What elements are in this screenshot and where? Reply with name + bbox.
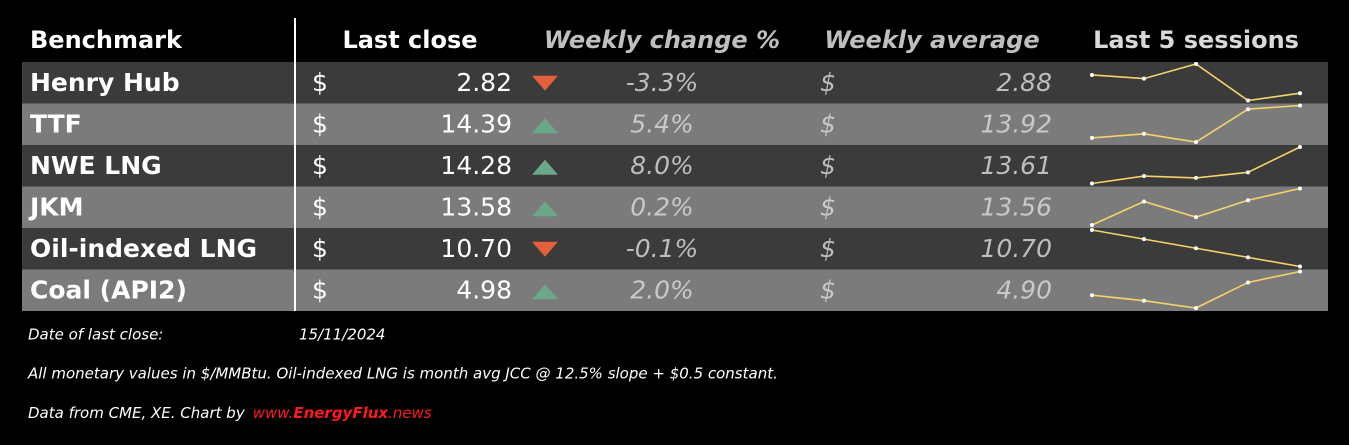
benchmark-name: Coal (API2) bbox=[30, 275, 187, 304]
link-suffix: .news bbox=[388, 404, 432, 422]
header-cell: Weekly change % bbox=[544, 26, 780, 54]
sparkline-point bbox=[1142, 131, 1146, 136]
sparkline-point bbox=[1194, 246, 1198, 251]
weekly-average: 4.90 bbox=[996, 275, 1052, 304]
sparkline-point bbox=[1298, 145, 1302, 149]
source-text: Data from CME, XE. Chart by bbox=[28, 404, 246, 422]
sparkline-point bbox=[1298, 269, 1302, 274]
sparkline-point bbox=[1090, 223, 1094, 227]
footer-date: 15/11/2024 bbox=[299, 326, 385, 344]
arrow-up bbox=[532, 159, 558, 175]
sparkline-point bbox=[1142, 174, 1146, 179]
footer-label: Date of last close: bbox=[28, 326, 163, 344]
benchmark-name: JKM bbox=[28, 192, 84, 221]
footer-source: Data from CME, XE. Chart by www.EnergyFlu… bbox=[28, 404, 432, 422]
weekly-change: 0.2% bbox=[630, 192, 694, 221]
row-background bbox=[22, 269, 1328, 311]
arrow-up bbox=[532, 284, 558, 300]
sparkline-point bbox=[1142, 237, 1146, 242]
sparkline-point bbox=[1090, 293, 1094, 298]
header-cell: Weekly average bbox=[824, 26, 1039, 54]
sparkline-point bbox=[1298, 103, 1302, 108]
table-body: Henry Hub $2.82 -3.3% $2.88 TTF $14.39 5.4% $13… bbox=[22, 62, 1328, 311]
weekly-change: -0.1% bbox=[626, 234, 699, 263]
footer-note: All monetary values in $/MMBtu. Oil-inde… bbox=[27, 365, 778, 383]
link-brand: EnergyFlux bbox=[293, 404, 389, 422]
sparkline-point bbox=[1090, 181, 1094, 186]
currency: $ bbox=[820, 234, 836, 263]
row-background bbox=[22, 186, 1328, 228]
last-close: 10.70 bbox=[440, 234, 512, 263]
arrow-up bbox=[532, 118, 558, 134]
currency: $ bbox=[312, 192, 328, 221]
benchmark-name: Henry Hub bbox=[30, 68, 180, 97]
weekly-average: 13.92 bbox=[980, 109, 1052, 138]
header-cell: Last 5 sessions bbox=[1093, 26, 1299, 54]
sparkline-point bbox=[1090, 72, 1094, 77]
row-background bbox=[22, 62, 1328, 104]
weekly-average: 2.88 bbox=[996, 68, 1052, 97]
currency: $ bbox=[312, 234, 328, 263]
sparkline-point bbox=[1246, 170, 1250, 175]
currency: $ bbox=[820, 68, 836, 97]
row-background bbox=[22, 228, 1328, 270]
header-cell: Last close bbox=[342, 26, 477, 54]
sparkline-point bbox=[1194, 140, 1198, 144]
weekly-average: 13.56 bbox=[980, 192, 1052, 221]
benchmark-name: TTF bbox=[30, 109, 82, 138]
link-prefix: www. bbox=[253, 404, 294, 422]
weekly-change: -3.3% bbox=[626, 68, 699, 97]
currency: $ bbox=[820, 275, 836, 304]
sparkline-point bbox=[1246, 107, 1250, 112]
last-close: 4.98 bbox=[456, 275, 512, 304]
sparkline-point bbox=[1246, 255, 1250, 260]
weekly-average: 10.70 bbox=[980, 234, 1052, 263]
last-close: 14.39 bbox=[440, 109, 512, 138]
last-close: 2.82 bbox=[456, 68, 512, 97]
currency: $ bbox=[312, 68, 328, 97]
last-close: 13.58 bbox=[440, 192, 512, 221]
sparkline-point bbox=[1298, 186, 1302, 191]
weekly-change: 8.0% bbox=[630, 151, 694, 180]
row-background bbox=[22, 145, 1328, 187]
benchmark-name: Oil-indexed LNG bbox=[30, 234, 257, 263]
weekly-change: 2.0% bbox=[630, 275, 694, 304]
sparkline-point bbox=[1194, 306, 1198, 310]
arrow-down bbox=[532, 75, 558, 91]
row-background bbox=[22, 103, 1328, 145]
sparkline-point bbox=[1194, 62, 1198, 66]
sparkline-point bbox=[1194, 215, 1198, 220]
currency: $ bbox=[820, 151, 836, 180]
currency: $ bbox=[312, 151, 328, 180]
arrow-down bbox=[532, 241, 558, 257]
currency: $ bbox=[820, 192, 836, 221]
sparkline-point bbox=[1246, 98, 1250, 103]
sparkline-point bbox=[1246, 280, 1250, 285]
sparkline-point bbox=[1090, 135, 1094, 140]
sparkline-point bbox=[1298, 264, 1302, 269]
currency: $ bbox=[312, 275, 328, 304]
header-cell: Benchmark bbox=[30, 26, 183, 54]
sparkline-point bbox=[1142, 76, 1146, 81]
sparkline-point bbox=[1298, 91, 1302, 96]
weekly-average: 13.61 bbox=[980, 151, 1052, 180]
weekly-change: 5.4% bbox=[630, 109, 694, 138]
last-close: 14.28 bbox=[440, 151, 512, 180]
sparkline-point bbox=[1142, 199, 1146, 204]
currency: $ bbox=[312, 109, 328, 138]
arrow-up bbox=[532, 201, 558, 217]
sparkline-point bbox=[1194, 175, 1198, 180]
currency: $ bbox=[820, 109, 836, 138]
sparkline-point bbox=[1246, 198, 1250, 203]
benchmark-name: NWE LNG bbox=[30, 151, 162, 180]
sparkline-point bbox=[1142, 298, 1146, 303]
sparkline-point bbox=[1090, 228, 1094, 232]
